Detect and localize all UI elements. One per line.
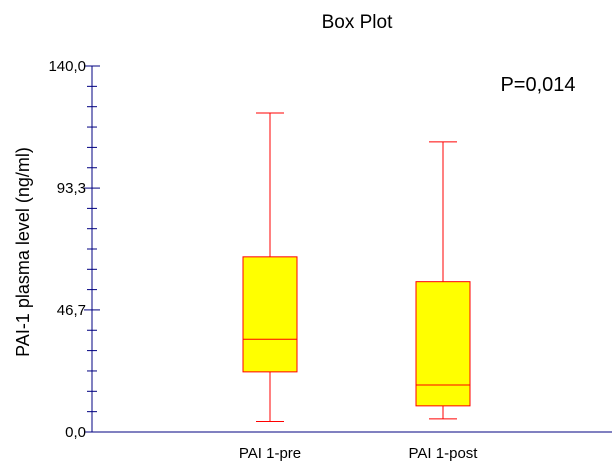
y-tick-label: 46,7 [57,302,86,319]
p-value-annotation: P=0,014 [500,74,575,96]
box-pai1-post [415,141,471,420]
y-tick-label: 93,3 [57,180,86,197]
y-ticks: 0,0 46,7 93,3 140,0 [48,58,100,441]
y-tick-label: 0,0 [65,424,86,441]
category-label: PAI 1-post [409,445,479,462]
boxes [242,112,471,423]
y-axis-label: PAI-1 plasma level (ng/ml) [13,147,33,357]
iqr-box [415,281,471,407]
box-pai1-pre [242,112,298,423]
y-tick-label: 140,0 [48,58,86,75]
category-label: PAI 1-pre [239,445,301,462]
iqr-box [242,256,298,373]
category-labels: PAI 1-pre PAI 1-post [239,445,478,462]
axes [91,66,612,433]
chart-title: Box Plot [322,12,393,33]
